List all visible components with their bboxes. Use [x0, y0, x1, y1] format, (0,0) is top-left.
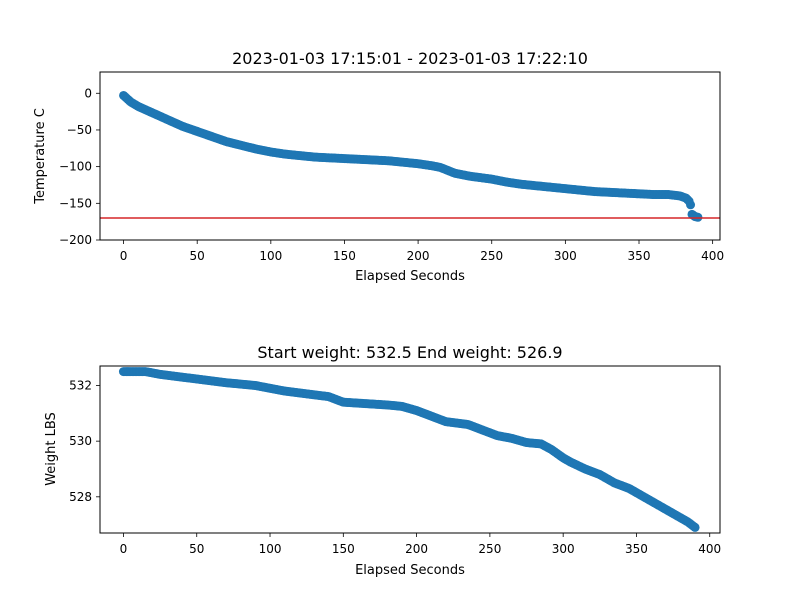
weight-x-tick-label: 50 [189, 542, 204, 556]
weight-data-point [690, 522, 700, 532]
temperature-axes: 0 50 100 150 200 250 300 350 400 0 −50 −100 −150 −200 [59, 86, 724, 263]
weight-y-tick-label: 528 [69, 490, 92, 504]
weight-y-tick-label: 530 [69, 434, 92, 448]
weight-y-axis-label: Weight LBS [44, 412, 59, 486]
temperature-x-tick-label: 50 [190, 249, 205, 263]
weight-x-tick-label: 300 [552, 542, 575, 556]
weight-x-tick-label: 350 [625, 542, 648, 556]
temperature-y-tick-label: −200 [59, 233, 92, 247]
temperature-chart-title: 2023-01-03 17:15:01 - 2023-01-03 17:22:1… [232, 49, 588, 68]
weight-x-tick-label: 400 [698, 542, 721, 556]
weight-chart: Start weight: 532.5 End weight: 526.9 0 5… [44, 343, 721, 578]
weight-chart-title: Start weight: 532.5 End weight: 526.9 [257, 343, 562, 362]
temperature-y-tick-label: 0 [84, 86, 92, 100]
weight-plot-frame [99, 365, 721, 534]
weight-y-tick-label: 532 [69, 378, 92, 392]
temperature-y-tick-label: −50 [67, 123, 92, 137]
weight-x-tick-label: 200 [405, 542, 428, 556]
temperature-x-tick-label: 100 [259, 249, 282, 263]
temperature-x-tick-label: 400 [701, 249, 724, 263]
weight-x-tick-label: 150 [332, 542, 355, 556]
temperature-x-tick-label: 350 [628, 249, 651, 263]
temperature-data-point [686, 200, 696, 210]
temperature-plot-frame [99, 71, 721, 241]
weight-x-axis-label: Elapsed Seconds [355, 563, 465, 578]
temperature-chart: 2023-01-03 17:15:01 - 2023-01-03 17:22:1… [33, 49, 724, 284]
temperature-y-axis-label: Temperature C [33, 108, 48, 205]
weight-points [118, 367, 700, 532]
temperature-x-tick-label: 300 [554, 249, 577, 263]
weight-x-tick-label: 250 [478, 542, 501, 556]
weight-x-tick-label: 100 [259, 542, 282, 556]
weight-x-tick-label: 0 [120, 542, 128, 556]
weight-axes: 0 50 100 150 200 250 300 350 400 528 530 532 [69, 378, 721, 556]
temperature-y-tick-label: −150 [59, 196, 92, 210]
temperature-x-axis-label: Elapsed Seconds [355, 269, 465, 284]
temperature-x-tick-label: 200 [407, 249, 430, 263]
temperature-points [100, 90, 720, 222]
temperature-x-tick-label: 0 [120, 249, 128, 263]
temperature-x-tick-label: 150 [333, 249, 356, 263]
temperature-y-tick-label: −100 [59, 160, 92, 174]
temperature-x-tick-label: 250 [480, 249, 503, 263]
